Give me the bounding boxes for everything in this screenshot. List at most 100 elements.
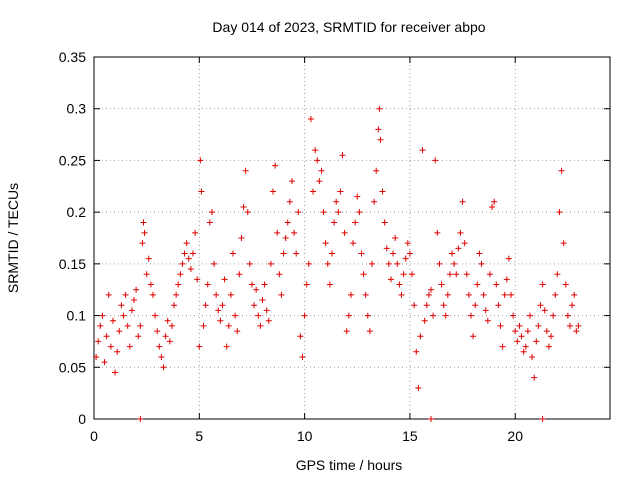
data-point: [518, 333, 525, 340]
data-point: [375, 126, 382, 133]
data-point: [427, 416, 434, 422]
data-point: [263, 307, 270, 314]
data-point: [470, 333, 477, 340]
data-point: [404, 240, 411, 247]
data-point: [293, 250, 300, 257]
data-point: [183, 240, 190, 247]
data-point: [552, 291, 559, 298]
data-point: [124, 322, 131, 329]
data-point: [345, 312, 352, 319]
data-point: [377, 136, 384, 143]
data-point: [168, 322, 175, 329]
data-point: [529, 353, 536, 360]
data-point: [427, 286, 434, 293]
data-point: [358, 250, 365, 257]
data-point: [219, 302, 226, 309]
data-point: [305, 260, 312, 267]
data-point: [173, 291, 180, 298]
data-point: [520, 348, 527, 355]
data-point: [512, 328, 519, 335]
data-point: [251, 302, 258, 309]
data-point: [472, 302, 479, 309]
y-tick-label: 0.35: [59, 49, 86, 65]
data-point: [137, 416, 144, 422]
data-point: [451, 260, 458, 267]
data-point: [444, 291, 451, 298]
data-point: [409, 271, 416, 278]
data-point: [383, 245, 390, 252]
data-point: [253, 286, 260, 293]
data-point: [215, 307, 222, 314]
data-point: [465, 291, 472, 298]
data-point: [341, 229, 348, 236]
data-point: [312, 147, 319, 154]
data-point: [499, 343, 506, 350]
data-point: [208, 209, 215, 216]
data-point: [373, 167, 380, 174]
data-point: [379, 188, 386, 195]
data-point: [234, 328, 241, 335]
y-tick-label: 0.2: [67, 204, 87, 220]
data-point: [548, 333, 555, 340]
data-point: [107, 343, 114, 350]
data-point: [394, 260, 401, 267]
data-point: [526, 312, 533, 319]
data-point: [238, 235, 245, 241]
x-tick-label: 20: [507, 428, 523, 444]
data-point: [286, 198, 293, 205]
data-point: [535, 322, 542, 329]
y-axis-label: SRMTID / TECUs: [5, 183, 21, 293]
data-point: [114, 348, 121, 355]
data-point: [432, 157, 439, 164]
data-point: [112, 369, 119, 376]
data-point: [139, 240, 146, 247]
data-point: [122, 291, 129, 298]
data-point: [135, 333, 142, 340]
data-point: [489, 203, 496, 210]
data-point: [459, 198, 466, 205]
data-point: [189, 250, 196, 257]
data-point: [211, 260, 218, 267]
data-point: [413, 348, 420, 355]
data-point: [362, 291, 369, 298]
data-point: [480, 291, 487, 298]
data-point: [371, 198, 378, 205]
data-point: [280, 250, 287, 257]
data-point: [175, 281, 182, 288]
data-point: [537, 302, 544, 309]
data-point: [524, 328, 531, 335]
data-point: [326, 281, 333, 288]
data-point: [423, 302, 430, 309]
data-point: [303, 281, 310, 288]
data-point: [223, 343, 230, 350]
data-point: [390, 250, 397, 257]
data-point: [93, 353, 100, 360]
data-point: [265, 317, 272, 324]
y-tick-label: 0.3: [67, 101, 87, 117]
data-point: [152, 312, 159, 319]
data-point: [421, 317, 428, 324]
data-point: [261, 281, 268, 288]
chart-title: Day 014 of 2023, SRMTID for receiver abp…: [212, 19, 485, 35]
data-point: [335, 209, 342, 216]
data-point: [474, 281, 481, 288]
data-point: [318, 167, 325, 174]
x-tick-label: 5: [195, 428, 203, 444]
data-point: [297, 333, 304, 340]
data-point: [225, 322, 232, 329]
data-point: [503, 276, 510, 283]
data-point: [387, 276, 394, 283]
y-tick-label: 0.15: [59, 256, 86, 272]
data-point: [267, 260, 274, 267]
data-point: [442, 312, 449, 319]
data-point: [160, 364, 167, 371]
data-point: [128, 307, 135, 314]
data-point: [350, 240, 357, 247]
data-point: [376, 105, 383, 112]
data-point: [206, 219, 213, 226]
data-point: [436, 260, 443, 267]
data-point: [310, 188, 317, 195]
data-point: [259, 297, 266, 304]
data-point: [545, 343, 552, 350]
data-point: [99, 312, 106, 319]
